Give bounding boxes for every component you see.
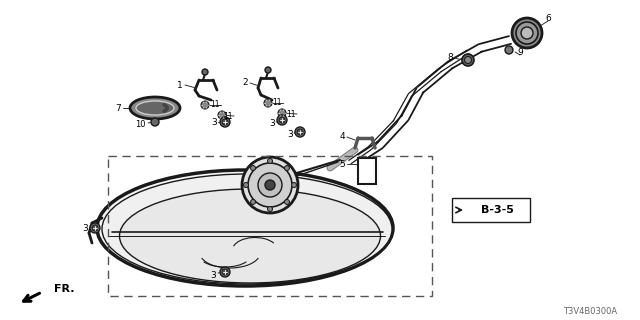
Circle shape bbox=[297, 129, 303, 135]
Text: 3: 3 bbox=[287, 130, 293, 139]
Text: 8: 8 bbox=[447, 52, 453, 61]
Circle shape bbox=[248, 163, 292, 207]
Circle shape bbox=[521, 27, 533, 39]
Ellipse shape bbox=[130, 97, 180, 119]
Text: 3: 3 bbox=[82, 223, 88, 233]
Circle shape bbox=[218, 111, 226, 119]
Bar bbox=[358, 158, 376, 184]
Circle shape bbox=[277, 115, 287, 125]
Circle shape bbox=[164, 104, 168, 108]
Ellipse shape bbox=[102, 174, 392, 284]
Circle shape bbox=[163, 103, 166, 106]
Circle shape bbox=[92, 225, 98, 231]
Text: 5: 5 bbox=[339, 159, 345, 169]
Circle shape bbox=[264, 99, 272, 107]
Text: 1: 1 bbox=[177, 81, 183, 90]
Circle shape bbox=[250, 165, 255, 171]
Circle shape bbox=[90, 223, 100, 233]
Circle shape bbox=[220, 117, 230, 127]
Text: 11: 11 bbox=[211, 100, 220, 108]
Circle shape bbox=[279, 117, 285, 123]
Circle shape bbox=[268, 158, 273, 164]
Circle shape bbox=[222, 119, 228, 125]
Circle shape bbox=[465, 57, 472, 63]
Circle shape bbox=[265, 180, 275, 190]
Circle shape bbox=[202, 69, 208, 75]
Circle shape bbox=[284, 165, 289, 171]
Text: 3: 3 bbox=[269, 118, 275, 127]
Bar bbox=[108, 156, 432, 296]
Text: 10: 10 bbox=[135, 119, 145, 129]
Circle shape bbox=[220, 267, 230, 277]
Text: 3: 3 bbox=[211, 117, 217, 126]
Circle shape bbox=[516, 22, 538, 44]
Ellipse shape bbox=[97, 170, 393, 286]
Circle shape bbox=[295, 127, 305, 137]
Circle shape bbox=[201, 101, 209, 109]
Circle shape bbox=[151, 118, 159, 126]
Text: 2: 2 bbox=[242, 77, 248, 86]
Bar bbox=[452, 198, 530, 222]
Circle shape bbox=[278, 109, 286, 117]
Circle shape bbox=[265, 67, 271, 73]
Text: 4: 4 bbox=[339, 132, 345, 140]
Circle shape bbox=[268, 206, 273, 212]
Text: 9: 9 bbox=[517, 47, 523, 57]
Text: 11: 11 bbox=[223, 111, 233, 121]
Text: B-3-5: B-3-5 bbox=[481, 205, 513, 215]
Circle shape bbox=[164, 108, 168, 112]
Circle shape bbox=[242, 157, 298, 213]
Circle shape bbox=[243, 182, 248, 188]
Circle shape bbox=[163, 110, 166, 113]
Text: FR.: FR. bbox=[54, 284, 74, 294]
Circle shape bbox=[250, 199, 255, 204]
Text: 11: 11 bbox=[272, 98, 282, 107]
Circle shape bbox=[165, 107, 168, 110]
Circle shape bbox=[222, 269, 228, 275]
Circle shape bbox=[291, 182, 296, 188]
Text: 3: 3 bbox=[210, 270, 216, 279]
Text: T3V4B0300A: T3V4B0300A bbox=[563, 307, 617, 316]
Circle shape bbox=[284, 199, 289, 204]
Text: 11: 11 bbox=[286, 109, 296, 118]
Text: 6: 6 bbox=[545, 13, 551, 22]
Circle shape bbox=[258, 173, 282, 197]
Ellipse shape bbox=[120, 189, 381, 283]
Ellipse shape bbox=[136, 101, 174, 115]
Circle shape bbox=[505, 46, 513, 54]
Text: 7: 7 bbox=[115, 103, 121, 113]
Circle shape bbox=[462, 54, 474, 66]
Circle shape bbox=[512, 18, 542, 48]
Circle shape bbox=[165, 106, 168, 109]
